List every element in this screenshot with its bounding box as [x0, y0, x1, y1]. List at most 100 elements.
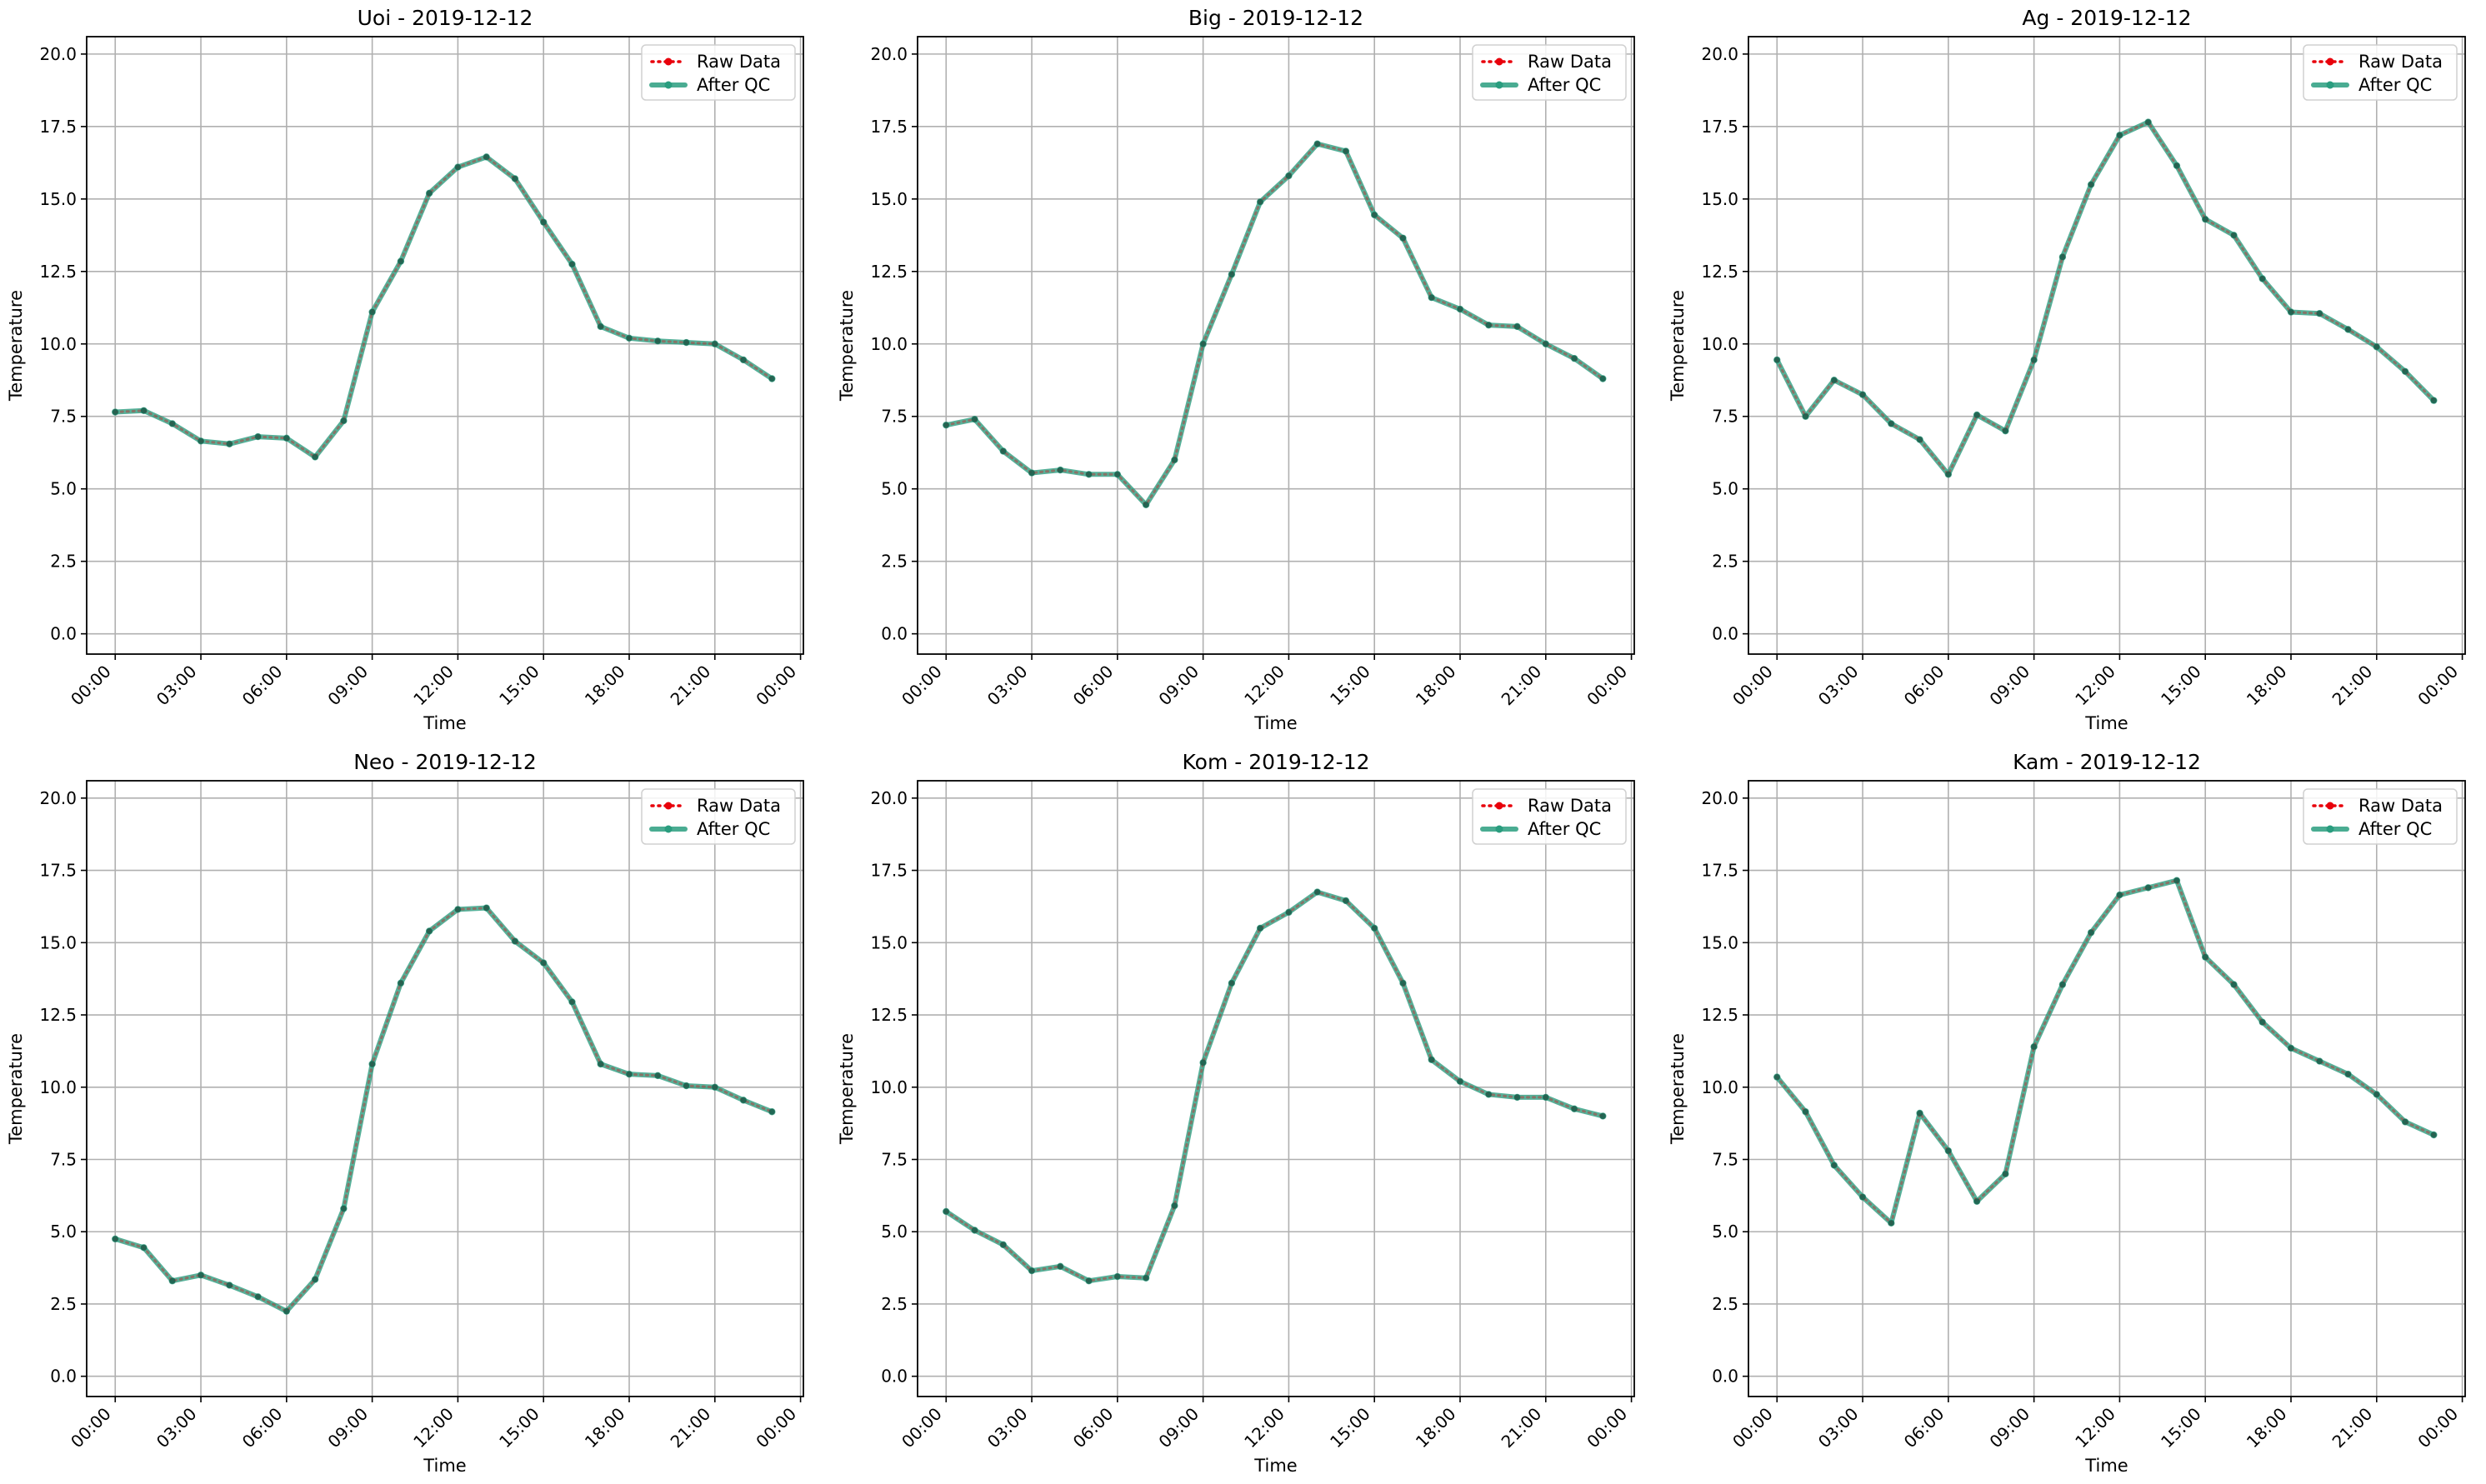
raw-data-point	[426, 927, 433, 935]
raw-data-point	[2316, 310, 2323, 317]
legend-label-after-qc: After QC	[1528, 75, 1601, 95]
raw-data-point	[140, 407, 148, 414]
x-tick-label: 03:00	[1814, 662, 1863, 710]
raw-data-point	[2059, 981, 2066, 988]
raw-data-point	[626, 1071, 633, 1077]
y-tick-label: 20.0	[1701, 788, 1738, 808]
x-tick-label: 09:00	[323, 1404, 372, 1452]
raw-data-point	[712, 341, 718, 347]
x-tick-label: 03:00	[983, 662, 1032, 710]
raw-data-point	[768, 375, 775, 382]
x-axis-label: Time	[423, 1456, 466, 1476]
x-tick-label: 00:00	[752, 662, 800, 710]
legend-label-after-qc: After QC	[697, 819, 770, 839]
raw-data-point	[1371, 925, 1378, 932]
raw-data-point	[483, 153, 490, 160]
y-tick-label: 0.0	[1712, 1367, 1738, 1387]
chart-panel-5: Kom - 2019-12-12 0.0 2.5 5.0 7.5 10.0 12.5 15.0…	[837, 750, 1635, 1476]
raw-data-point	[454, 163, 462, 171]
raw-data-point	[1343, 897, 1349, 904]
x-tick-label: 18:00	[2243, 1404, 2291, 1452]
raw-data-point	[1057, 1263, 1063, 1270]
legend: Raw Data After QC	[2303, 44, 2458, 101]
legend-marker-after-qc	[664, 81, 673, 89]
y-tick-label: 20.0	[870, 788, 908, 808]
axes-frame	[86, 780, 804, 1397]
y-tick-label: 2.5	[50, 552, 77, 572]
raw-data-point	[2373, 1091, 2380, 1098]
axes-frame	[917, 780, 1635, 1397]
raw-data-point	[2259, 1019, 2266, 1026]
raw-data-point	[198, 1272, 204, 1278]
y-tick-label: 17.5	[870, 861, 908, 881]
raw-data-point	[540, 959, 547, 967]
x-tick-label: 06:00	[1069, 1404, 1118, 1452]
raw-data-point	[971, 416, 978, 422]
y-axis-label: Temperature	[6, 1033, 26, 1145]
y-tick-label: 17.5	[39, 861, 77, 881]
y-axis-label: Temperature	[6, 290, 26, 402]
raw-data-point	[2373, 343, 2380, 350]
x-tick-label: 12:00	[2071, 662, 2119, 710]
y-tick-label: 15.0	[39, 189, 77, 209]
y-tick-label: 7.5	[1712, 407, 1738, 427]
y-tick-label: 5.0	[881, 479, 908, 499]
legend-label-after-qc: After QC	[2358, 75, 2432, 95]
y-tick-label: 20.0	[39, 44, 77, 64]
legend-marker-after-qc	[664, 825, 673, 833]
raw-data-point	[1513, 1094, 1521, 1101]
x-tick-label: 18:00	[1412, 1404, 1460, 1452]
raw-data-point	[140, 1244, 148, 1251]
y-tick-label: 15.0	[870, 932, 908, 952]
x-tick-label: 12:00	[409, 662, 458, 710]
x-tick-label: 09:00	[1985, 662, 2033, 710]
y-tick-label: 12.5	[39, 262, 77, 282]
y-tick-label: 7.5	[881, 1150, 908, 1170]
raw-data-point	[1916, 1110, 1923, 1117]
legend: Raw Data After QC	[1472, 44, 1627, 101]
raw-data-point	[1831, 1162, 1838, 1169]
legend-label-raw-data: Raw Data	[697, 796, 781, 816]
x-axis-label: Time	[2084, 1456, 2128, 1476]
y-tick-label: 12.5	[870, 1005, 908, 1025]
x-tick-label: 06:00	[1900, 662, 1948, 710]
raw-data-point	[1399, 980, 1407, 987]
x-tick-label: 03:00	[983, 1404, 1032, 1452]
raw-data-point	[568, 998, 576, 1006]
x-tick-label: 06:00	[1069, 662, 1118, 710]
chart-title: Uoi - 2019-12-12	[358, 6, 533, 30]
raw-data-point	[1085, 1277, 1093, 1284]
raw-data-point	[1200, 1059, 1207, 1066]
axes-frame	[1748, 780, 2466, 1397]
y-tick-label: 17.5	[1701, 117, 1738, 137]
raw-data-point	[1000, 447, 1007, 455]
raw-data-point	[169, 420, 176, 427]
raw-data-point	[454, 906, 462, 912]
raw-data-point	[2230, 232, 2238, 238]
x-tick-label: 21:00	[667, 662, 715, 710]
y-tick-label: 10.0	[870, 1077, 908, 1097]
raw-data-point	[1457, 1078, 1463, 1085]
x-tick-label: 15:00	[1326, 662, 1374, 710]
y-tick-label: 2.5	[881, 1294, 908, 1314]
y-tick-label: 0.0	[881, 1367, 908, 1387]
raw-data-point	[2402, 368, 2408, 375]
x-tick-label: 06:00	[238, 1404, 287, 1452]
chart-title: Neo - 2019-12-12	[353, 750, 537, 774]
raw-data-point	[254, 1293, 262, 1300]
raw-data-point	[1973, 412, 1980, 418]
raw-data-point	[2173, 162, 2180, 169]
series-line-raw-data	[944, 890, 1604, 1282]
raw-data-point	[226, 441, 233, 447]
raw-data-point	[2145, 884, 2152, 891]
series-line-after-qc	[943, 889, 1606, 1284]
x-tick-label: 21:00	[1498, 662, 1546, 710]
legend-marker-after-qc	[1495, 81, 1503, 89]
x-tick-label: 06:00	[1900, 1404, 1948, 1452]
series-line-raw-data	[1775, 120, 2435, 477]
raw-data-point	[1945, 471, 1952, 477]
raw-data-point	[654, 337, 661, 344]
raw-data-point	[1428, 1057, 1435, 1063]
x-tick-label: 15:00	[1326, 1404, 1374, 1452]
chart-panel-4: Neo - 2019-12-12 0.0 2.5 5.0 7.5 10.0 12.5 15.0…	[6, 750, 804, 1476]
